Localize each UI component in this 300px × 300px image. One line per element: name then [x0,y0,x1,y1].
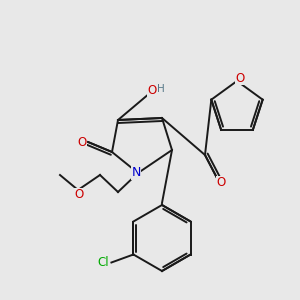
Text: O: O [74,188,84,202]
Text: H: H [157,84,165,94]
Text: methoxy: methoxy [0,299,1,300]
Text: O: O [147,85,157,98]
Text: O: O [77,136,87,148]
Text: O: O [216,176,226,190]
Text: N: N [131,167,141,179]
Text: O: O [236,71,244,85]
Text: Cl: Cl [98,256,109,269]
